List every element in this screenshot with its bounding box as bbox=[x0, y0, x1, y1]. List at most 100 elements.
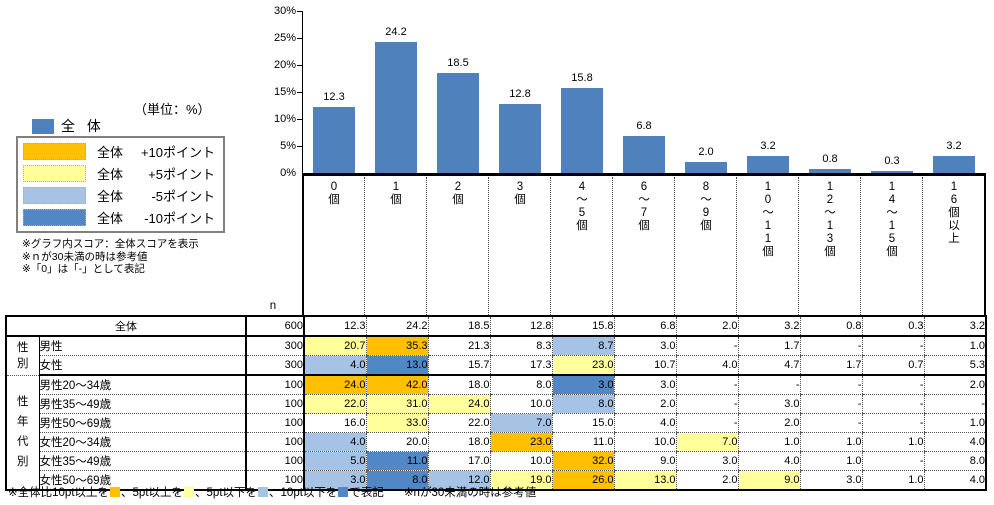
table-row: 男性50～69歳 100 16.0 33.0 22.0 7.0 15.0 4.0-2.0- -1… bbox=[6, 413, 986, 433]
category-label-char: 個 bbox=[886, 246, 898, 258]
row-label-cell: 男性35～49歳 bbox=[39, 394, 247, 414]
value-cell: 0.7 bbox=[861, 355, 924, 376]
value-cell: 22.0 bbox=[304, 394, 366, 414]
category-label-char: 以 bbox=[948, 220, 960, 232]
value-cell: 1.0 bbox=[799, 432, 862, 452]
value-cell: - bbox=[737, 375, 800, 395]
value-cell: 1.0 bbox=[861, 432, 924, 452]
group-label-char: 性 bbox=[17, 341, 29, 354]
y-tick-mark bbox=[297, 92, 303, 93]
bar bbox=[561, 88, 603, 173]
value-cell: 12.3 bbox=[304, 316, 366, 337]
value-cell: 7.0 bbox=[489, 413, 552, 433]
category-label-char: ～ bbox=[886, 207, 898, 219]
value-cell: 4.0 bbox=[923, 470, 986, 490]
value-cell: 31.0 bbox=[365, 394, 428, 414]
legend-swatch-icon bbox=[23, 187, 86, 205]
value-cell: 22.0 bbox=[427, 413, 490, 433]
bar bbox=[623, 136, 665, 173]
value-cell: 32.0 bbox=[551, 451, 614, 471]
group-label-char: 性 bbox=[17, 396, 29, 409]
value-cell: - bbox=[799, 336, 862, 356]
value-cell: - bbox=[923, 394, 986, 414]
bar-value-label: 15.8 bbox=[571, 72, 593, 84]
category-label-char: 3 bbox=[826, 233, 834, 245]
value-cell: 8.0 bbox=[551, 394, 614, 414]
category-label: 1 4 ～ 1 5 個 bbox=[861, 181, 923, 259]
legend-row-label: 全体 bbox=[97, 166, 124, 182]
category-label-char: 2 bbox=[826, 194, 834, 206]
n-cell: 100 bbox=[246, 451, 305, 471]
category-label-char: 個 bbox=[824, 246, 836, 258]
n-cell: 600 bbox=[246, 316, 305, 337]
footer-segment: 、5pt以上を bbox=[121, 487, 184, 499]
legend-row: 全体 +5ポイント bbox=[18, 162, 223, 184]
value-cell: 15.0 bbox=[551, 413, 614, 433]
value-cell: - bbox=[861, 375, 924, 395]
value-cell: 13.0 bbox=[613, 470, 676, 490]
bar bbox=[375, 42, 417, 173]
value-cell: 16.0 bbox=[304, 413, 366, 433]
row-label-cell: 男性50～69歳 bbox=[39, 413, 247, 433]
value-cell: 4.0 bbox=[737, 451, 800, 471]
category-label-char: 4 bbox=[888, 194, 896, 206]
category-axis bbox=[302, 173, 986, 315]
category-label: 1 2 ～ 1 3 個 bbox=[799, 181, 861, 259]
footer-segment: 、10pt以下を bbox=[269, 487, 338, 499]
column-separator bbox=[736, 177, 737, 315]
value-cell: 1.0 bbox=[923, 336, 986, 356]
bar bbox=[747, 156, 789, 173]
category-label-char: 3 bbox=[516, 181, 524, 193]
bar-value-label: 24.2 bbox=[385, 26, 407, 38]
value-cell: - bbox=[861, 336, 924, 356]
footer-segment: 、5pt以下を bbox=[195, 487, 258, 499]
group-label-cell: 性年代別 bbox=[6, 375, 40, 491]
value-cell: 11.0 bbox=[551, 432, 614, 452]
n-cell: 100 bbox=[246, 375, 305, 395]
category-label-char: 7 bbox=[640, 207, 648, 219]
y-tick-mark bbox=[297, 146, 303, 147]
value-cell: 12.8 bbox=[489, 316, 552, 337]
n-cell: 300 bbox=[246, 336, 305, 356]
row-label-cell: 男性20～34歳 bbox=[39, 375, 247, 395]
value-cell: 4.0 bbox=[304, 355, 366, 376]
y-tick-label: 15% bbox=[273, 86, 296, 98]
category-label-char: 0 bbox=[330, 181, 338, 193]
category-label-char: 個 bbox=[328, 194, 340, 206]
column-separator bbox=[922, 177, 923, 315]
bar-value-label: 3.2 bbox=[760, 140, 776, 152]
legend-row: 全体 -5ポイント bbox=[18, 185, 223, 207]
group-label-char: 別 bbox=[17, 456, 29, 469]
value-cell: 1.0 bbox=[799, 451, 862, 471]
value-cell: 1.7 bbox=[737, 336, 800, 356]
value-cell: - bbox=[861, 394, 924, 414]
value-cell: - bbox=[675, 375, 738, 395]
bar bbox=[437, 73, 479, 173]
value-cell: 17.3 bbox=[489, 355, 552, 376]
y-tick-label: 25% bbox=[273, 32, 296, 44]
category-label-char: 個 bbox=[638, 220, 650, 232]
value-cell: 18.0 bbox=[427, 375, 490, 395]
category-label-char: 1 bbox=[764, 220, 772, 232]
group-label-char: 代 bbox=[17, 436, 29, 449]
footer-swatch-icon bbox=[338, 487, 349, 497]
chart-notes: ※グラフ内スコア：全体スコアを表示 ※ｎが30未満の時は参考値 ※「0」は「-」とし… bbox=[22, 238, 199, 276]
row-label-cell: 女性20～34歳 bbox=[39, 432, 247, 452]
value-cell: 0.8 bbox=[799, 316, 862, 337]
y-tick-mark bbox=[297, 119, 303, 120]
category-label-char: 1 bbox=[764, 181, 772, 193]
value-cell: 0.3 bbox=[861, 316, 924, 337]
category-label-char: 6 bbox=[640, 181, 648, 193]
category-label-char: ～ bbox=[824, 207, 836, 219]
value-cell: 13.0 bbox=[365, 355, 428, 376]
category-label: 8 ～ 9 個 bbox=[675, 181, 737, 233]
value-cell: 3.0 bbox=[613, 336, 676, 356]
n-column-header: n bbox=[269, 300, 277, 312]
category-label-char: 個 bbox=[452, 194, 464, 206]
value-cell: - bbox=[675, 336, 738, 356]
value-cell: 4.0 bbox=[675, 355, 738, 376]
footer-swatch-icon bbox=[258, 487, 269, 497]
